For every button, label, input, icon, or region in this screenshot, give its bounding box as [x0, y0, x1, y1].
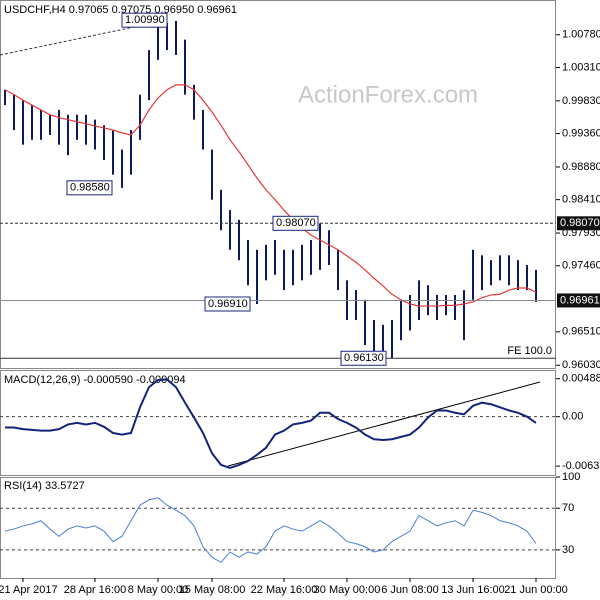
annotation-label: 0.98070: [276, 217, 316, 229]
annotation-label: 0.96910: [208, 298, 248, 310]
moving-average: [4, 84, 537, 307]
y-tick-label: 0.97460: [562, 260, 600, 272]
x-tick-label: 13 Jun 16:00: [441, 584, 505, 596]
annotation-label: 0.98580: [70, 182, 110, 194]
y-tick-label: 70: [562, 502, 574, 514]
x-tick-label: 21 Jun 00:00: [504, 584, 568, 596]
annotation-label: 1.00990: [125, 14, 165, 26]
annotation-box: [121, 12, 168, 28]
y-tick-label: 0.98410: [562, 194, 600, 206]
rsi-panel: [0, 477, 556, 579]
annotation-box: [340, 350, 387, 366]
y-tick-label: 0.96510: [562, 326, 600, 338]
y-tick-label: 0.99830: [562, 95, 600, 107]
macd-panel: [0, 370, 556, 476]
price-tag: [557, 293, 600, 308]
price-panel: [0, 0, 556, 369]
y-tick-label: 30: [562, 544, 574, 556]
annotation-box: [272, 215, 319, 231]
annotation-label: 0.96130: [344, 352, 384, 364]
y-tick-label: 0.99360: [562, 127, 600, 139]
indicator-line: [5, 378, 537, 470]
price-tag: [557, 216, 600, 231]
y-tick-label: 1.00780: [562, 29, 600, 41]
x-tick-label: 21 Apr 2017: [0, 584, 58, 596]
chart-title: USDCHF,H4 0.97065 0.97075 0.96950 0.9696…: [4, 4, 237, 16]
y-tick-label: 100: [562, 471, 580, 483]
x-tick-label: 30 May 00:00: [314, 584, 381, 596]
macd-title: MACD(12,26,9) -0.000590 -0.000094: [4, 374, 186, 386]
y-tick-label: 1.00310: [562, 61, 600, 73]
annotation-box: [66, 180, 113, 196]
x-tick-label: 22 May 16:00: [251, 584, 318, 596]
watermark: ActionForex.com: [298, 81, 478, 108]
y-tick-label: 0.00: [562, 411, 583, 423]
y-tick-label: 0.96030: [562, 359, 600, 371]
price-tag-label: 0.98070: [560, 217, 600, 229]
y-tick-label: 0.004883: [562, 373, 600, 385]
fe-label: FE 100.0: [507, 345, 552, 357]
annotation-box: [204, 296, 251, 312]
macd-trend-line: [227, 381, 541, 467]
x-tick-label: 28 Apr 16:00: [64, 584, 126, 596]
x-tick-label: 6 Jun 08:00: [381, 584, 439, 596]
rsi-title: RSI(14) 33.5727: [4, 480, 85, 492]
x-tick-label: 15 May 08:00: [179, 584, 246, 596]
price-tag-label: 0.96961: [560, 294, 600, 306]
y-tick-label: 0.98880: [562, 161, 600, 173]
trend-line: [0, 21, 159, 56]
y-tick-label: -0.006354: [562, 460, 600, 472]
x-tick-label: 8 May 00:00: [128, 584, 189, 596]
indicator-line: [4, 497, 537, 564]
